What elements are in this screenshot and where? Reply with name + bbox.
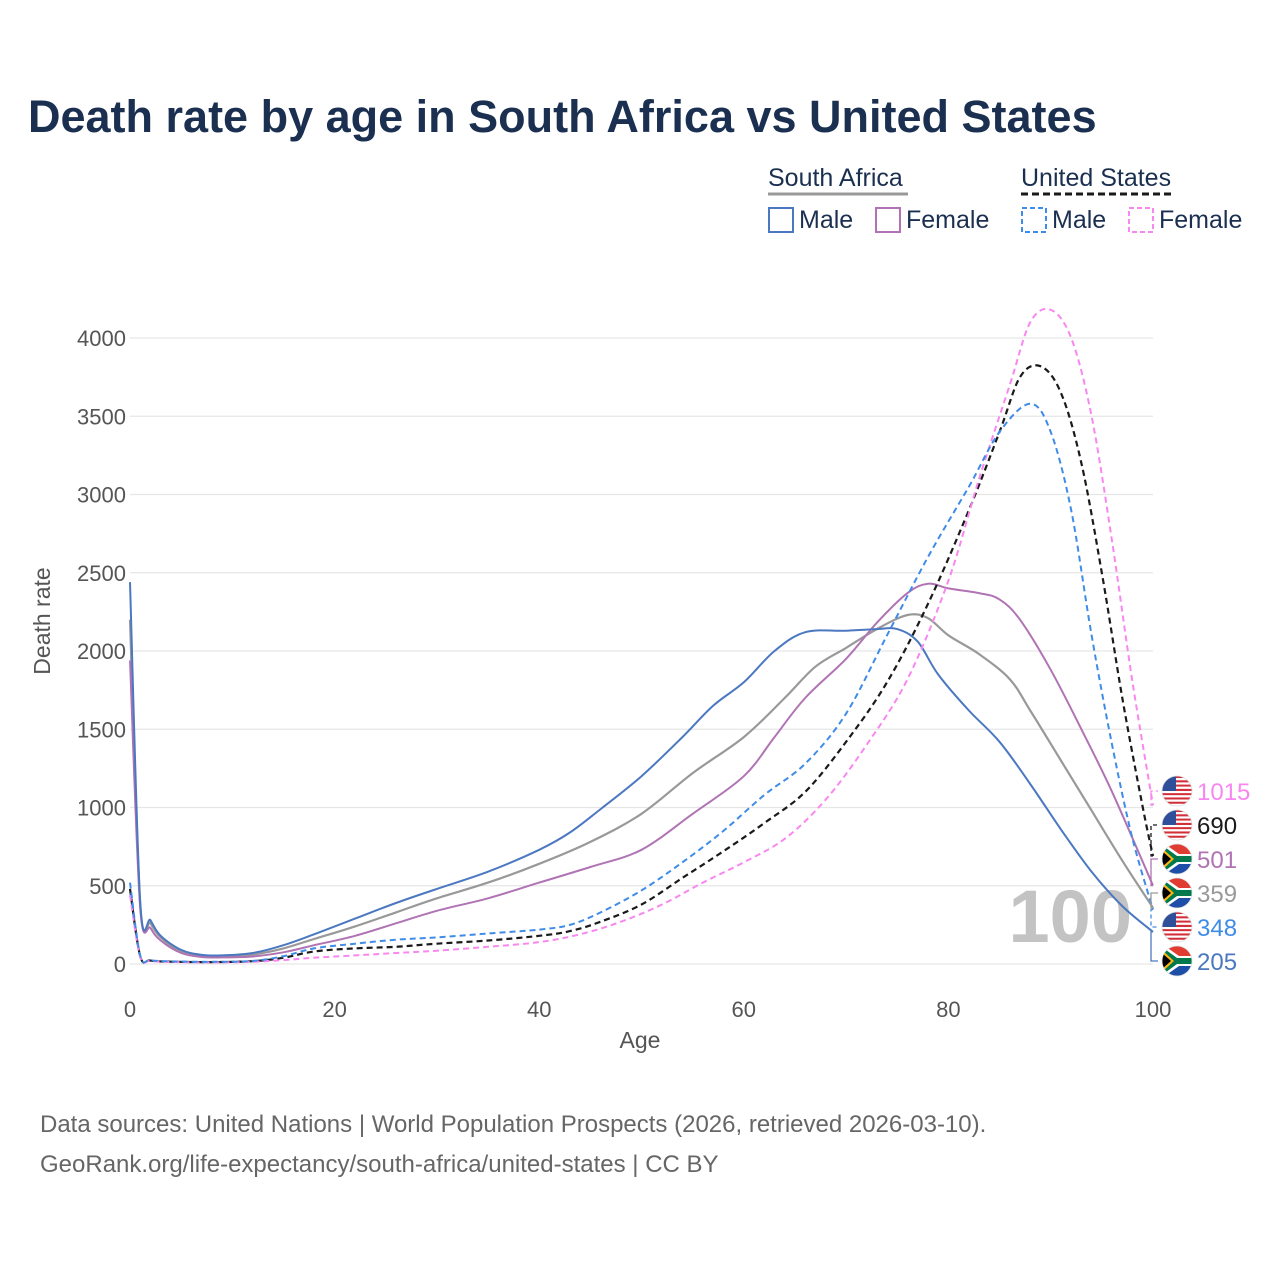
end-labels: 1015 690 501 359 348 205 <box>1150 775 1250 977</box>
legend-label-sa-female: Female <box>906 206 989 234</box>
source-line-2: GeoRank.org/life-expectancy/south-africa… <box>40 1151 719 1178</box>
legend-group-south-africa: South Africa <box>768 164 903 192</box>
y-tick-label: 500 <box>89 874 126 899</box>
za-flag-icon <box>1161 877 1193 909</box>
series-line-us-female <box>129 307 1154 964</box>
legend-group-united-states: United States <box>1021 164 1171 192</box>
x-tick-label: 100 <box>1135 997 1172 1022</box>
series-line-sa-male <box>129 582 1154 957</box>
legend-label-sa-male: Male <box>799 206 853 234</box>
x-axis-label: Age <box>620 1027 661 1053</box>
legend: South Africa United States Male Female M… <box>768 164 1242 234</box>
legend-label-us-female: Female <box>1159 206 1242 234</box>
source-line-1: Data sources: United Nations | World Pop… <box>40 1111 986 1138</box>
legend-swatch-sa-female <box>875 207 901 233</box>
end-label-leader <box>1150 790 1158 806</box>
legend-label-us-male: Male <box>1052 206 1106 234</box>
gridlines <box>130 337 1153 965</box>
y-tick-label: 1500 <box>77 717 126 742</box>
y-tick-label: 3000 <box>77 483 126 508</box>
series-line-us-total <box>128 364 1155 964</box>
za-flag-icon <box>1161 843 1193 875</box>
x-tick-label: 40 <box>527 997 551 1022</box>
legend-swatch-us-male <box>1021 207 1047 233</box>
y-axis-label: Death rate <box>29 567 55 674</box>
end-label-value: 205 <box>1197 949 1237 976</box>
series-line-sa-female <box>129 582 1154 959</box>
x-tick-label: 80 <box>936 997 960 1022</box>
axis-ticks: 0 500 1000 1500 2000 2500 3000 3500 4000 0 20 40 60 8… <box>77 326 1171 1022</box>
end-label-value: 348 <box>1197 915 1237 942</box>
end-label-leader <box>1150 931 1158 962</box>
series-line-sa-total <box>128 613 1154 958</box>
us-flag-icon <box>1161 775 1193 807</box>
za-flag-icon <box>1161 945 1193 977</box>
y-tick-label: 4000 <box>77 326 126 351</box>
us-flag-icon <box>1161 911 1193 943</box>
big-age-label: 100 <box>1009 875 1132 958</box>
series-line-us-male <box>129 402 1154 964</box>
end-label-value: 501 <box>1197 847 1237 874</box>
y-tick-label: 2500 <box>77 561 126 586</box>
end-label-leader <box>1150 892 1158 909</box>
x-tick-label: 0 <box>124 997 136 1022</box>
y-tick-label: 2000 <box>77 639 126 664</box>
y-tick-label: 1000 <box>77 796 126 821</box>
x-tick-label: 60 <box>732 997 756 1022</box>
legend-swatch-us-female <box>1128 207 1154 233</box>
x-tick-label: 20 <box>322 997 346 1022</box>
legend-swatch-sa-male <box>768 207 794 233</box>
us-flag-icon <box>1161 809 1193 841</box>
chart-title: Death rate by age in South Africa vs Uni… <box>28 91 1097 142</box>
end-label-leader <box>1150 858 1158 887</box>
end-label-leader <box>1150 908 1158 928</box>
series <box>128 307 1155 964</box>
y-tick-label: 0 <box>114 952 126 977</box>
end-label-value: 1015 <box>1197 779 1250 806</box>
end-label-value: 359 <box>1197 881 1237 908</box>
end-label-value: 690 <box>1197 813 1237 840</box>
y-tick-label: 3500 <box>77 404 126 429</box>
end-label-leader <box>1150 824 1158 857</box>
